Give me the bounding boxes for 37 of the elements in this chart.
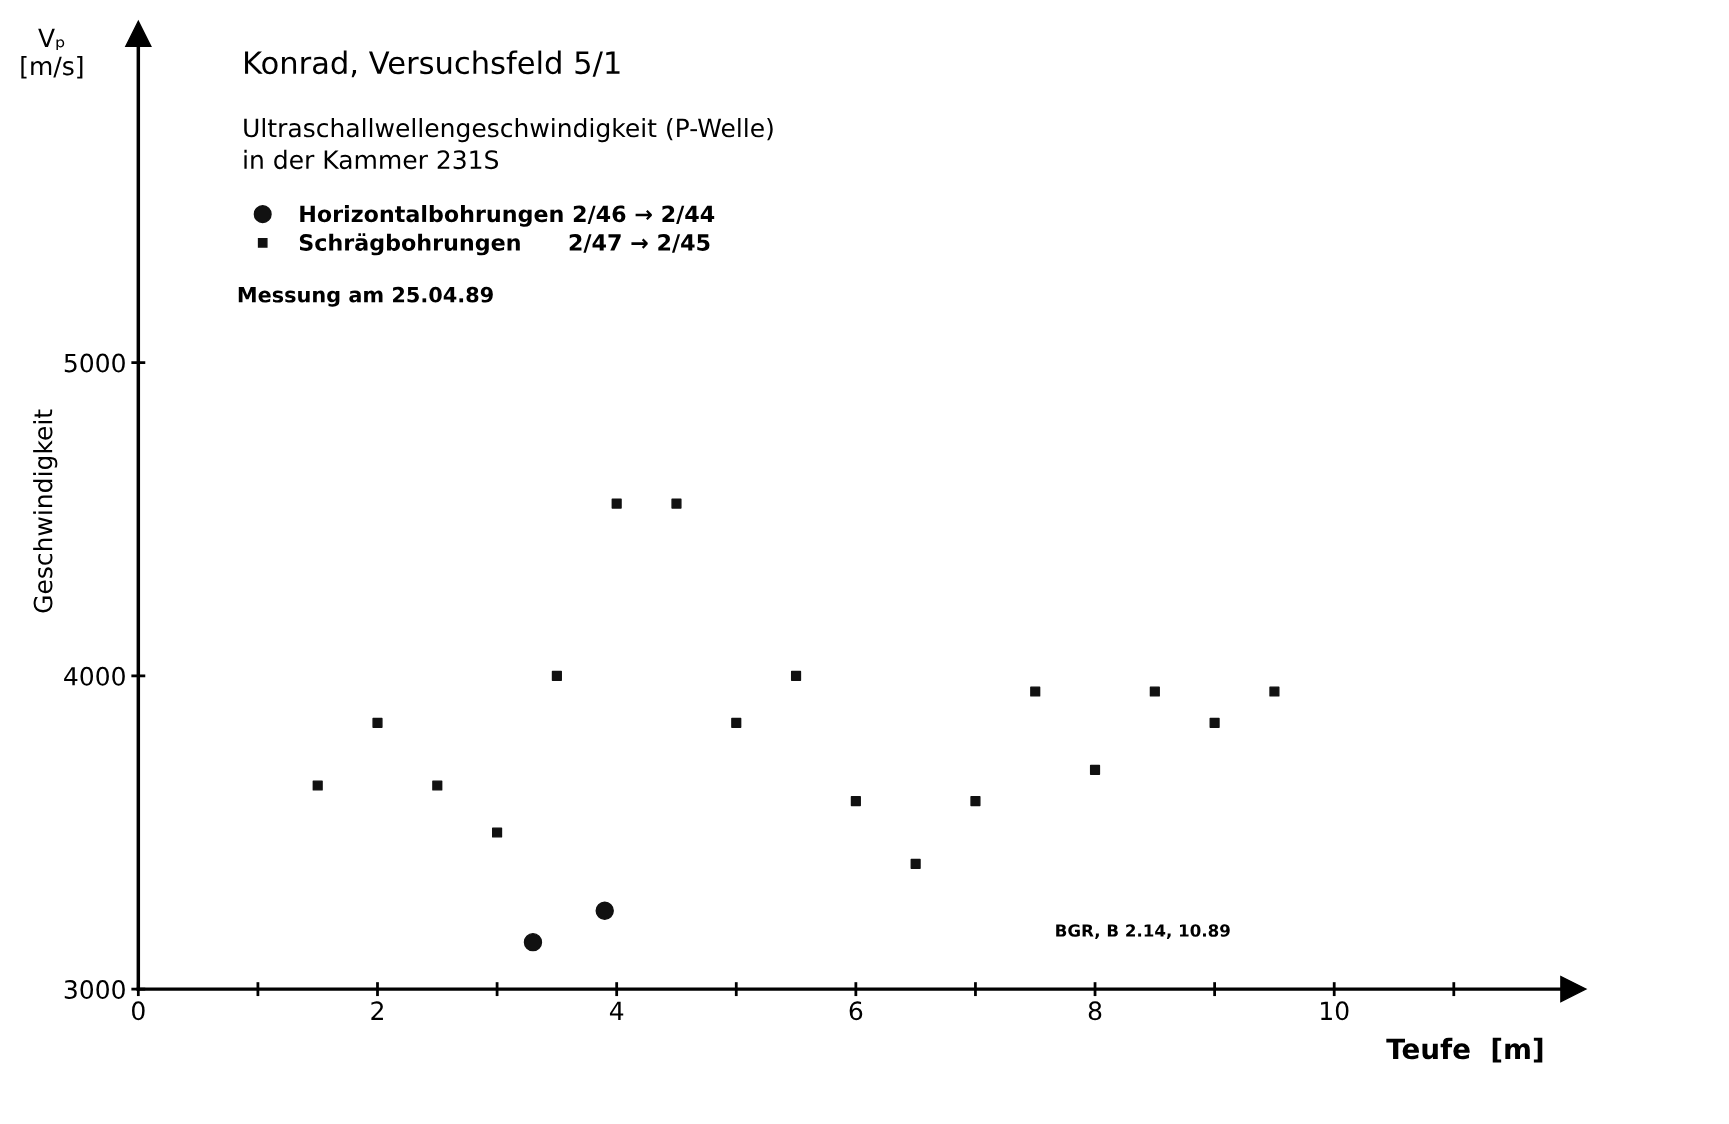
text: Vₚ [m/s]: [21, 28, 83, 79]
text: Ultraschallwellengeschwindigkeit (P-Welle) in der Kammer 231S: [244, 118, 773, 170]
y-tick-label: 5000: [64, 353, 125, 373]
x-tick-label: 8: [1088, 1001, 1102, 1021]
point: [850, 796, 861, 807]
point: [910, 858, 921, 869]
chart-title: Konrad, Versuchsfeld 5/1: [245, 50, 620, 78]
x-tick-label: 2: [371, 1001, 383, 1020]
x-tick-label: 6: [849, 1001, 863, 1021]
y-tick-label: 4000: [64, 666, 125, 686]
y-axis-title: Geschwindigkeit: [33, 409, 58, 613]
point: [1149, 686, 1160, 697]
point: [492, 827, 503, 838]
legend-label: Horizontalbohrungen 2/46 → 2/44: [300, 205, 715, 227]
x-tick-label: 4: [609, 1001, 624, 1020]
point: [1269, 686, 1280, 697]
x-axis-title: Teufe [m]: [1386, 1037, 1543, 1063]
point: [551, 670, 562, 681]
legend-label: Schrägbohrungen 2/47 → 2/45: [299, 233, 710, 256]
point: [671, 498, 682, 509]
point: [595, 901, 614, 921]
point: [790, 670, 802, 681]
point: [970, 796, 981, 807]
point: [1030, 686, 1041, 697]
annotation: BGR, B 2.14, 10.89: [1056, 924, 1230, 939]
point: [432, 780, 443, 791]
point: [523, 932, 543, 952]
point: [312, 780, 323, 791]
point: [731, 717, 742, 728]
annotation: Messung am 25.04.89: [238, 286, 493, 307]
x-tick-label: 0: [132, 1001, 145, 1021]
point: [1089, 764, 1101, 775]
point: [611, 498, 622, 509]
point: [372, 717, 383, 728]
y-tick-label: 3000: [64, 980, 125, 999]
x-tick-label: 10: [1321, 1001, 1349, 1021]
point: [1209, 717, 1220, 728]
